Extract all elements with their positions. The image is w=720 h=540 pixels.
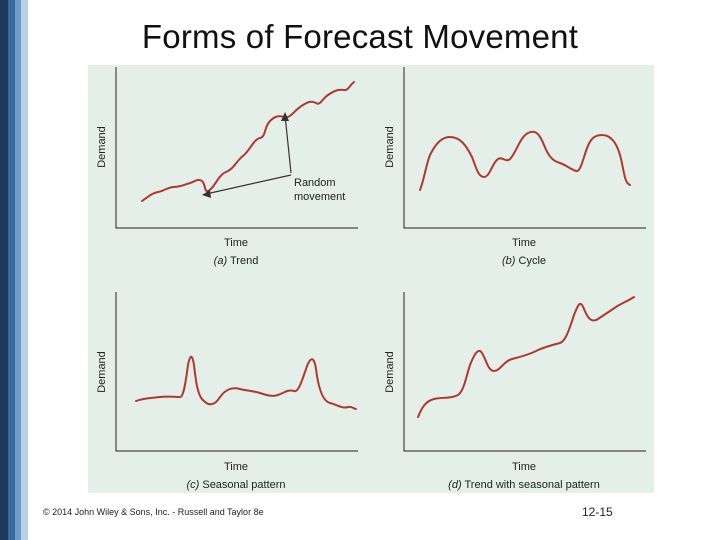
trend-seasonal-caption-letter: (d) — [448, 479, 462, 491]
trend-curve — [141, 81, 355, 202]
trend-seasonal-caption-text: Trend with seasonal pattern — [462, 479, 600, 491]
panel-trend: Demand Time (a) Trend Random movement — [96, 67, 358, 267]
copyright-footer: © 2014 John Wiley & Sons, Inc. - Russell… — [43, 507, 264, 517]
seasonal-y-label: Demand — [96, 351, 108, 393]
cycle-caption-text: Cycle — [515, 255, 546, 267]
forecast-figure: Demand Time (a) Trend Random movement De… — [88, 65, 654, 493]
trend-caption-text: Trend — [227, 255, 258, 267]
trend-seasonal-x-label: Time — [512, 461, 536, 473]
annotation-arrowhead-lower — [202, 190, 211, 198]
cycle-caption-letter: (b) — [502, 255, 516, 267]
seasonal-caption-text: Seasonal pattern — [199, 479, 285, 491]
annotation-arrowhead-upper — [281, 112, 289, 121]
page-number: 12-15 — [582, 505, 613, 519]
seasonal-caption-letter: (c) — [186, 479, 199, 491]
seasonal-caption: (c) Seasonal pattern — [186, 479, 285, 491]
trend-seasonal-y-label: Demand — [384, 351, 396, 393]
cycle-curve — [419, 130, 631, 191]
trend-y-label: Demand — [96, 126, 108, 168]
trend-seasonal-axes — [403, 292, 646, 452]
panel-cycle: Demand Time (b) Cycle — [384, 67, 646, 267]
cycle-y-label: Demand — [384, 126, 396, 168]
seasonal-curve — [135, 355, 357, 410]
slide-title: Forms of Forecast Movement — [141, 18, 579, 55]
trend-x-label: Time — [224, 237, 248, 249]
annotation-movement-label: movement — [294, 191, 345, 203]
trend-caption-letter: (a) — [214, 255, 228, 267]
cycle-caption: (b) Cycle — [502, 255, 546, 267]
cycle-axes — [403, 67, 646, 229]
seasonal-x-label: Time — [224, 461, 248, 473]
seasonal-axes — [115, 292, 358, 452]
forecast-diagram-svg: Demand Time (a) Trend Random movement De… — [96, 67, 646, 491]
cycle-x-label: Time — [512, 237, 536, 249]
annotation-random-label: Random — [294, 177, 336, 189]
decorative-sidebar — [0, 0, 28, 540]
annotation-arrow-upper — [284, 114, 292, 174]
annotation-arrow-lower — [205, 174, 292, 195]
trend-seasonal-caption: (d) Trend with seasonal pattern — [448, 479, 600, 491]
trend-axes — [115, 67, 358, 229]
trend-seasonal-curve — [417, 296, 635, 418]
trend-caption: (a) Trend — [214, 255, 259, 267]
panel-seasonal: Demand Time (c) Seasonal pattern — [96, 292, 358, 491]
panel-trend-seasonal: Demand Time (d) Trend with seasonal patt… — [384, 292, 646, 491]
